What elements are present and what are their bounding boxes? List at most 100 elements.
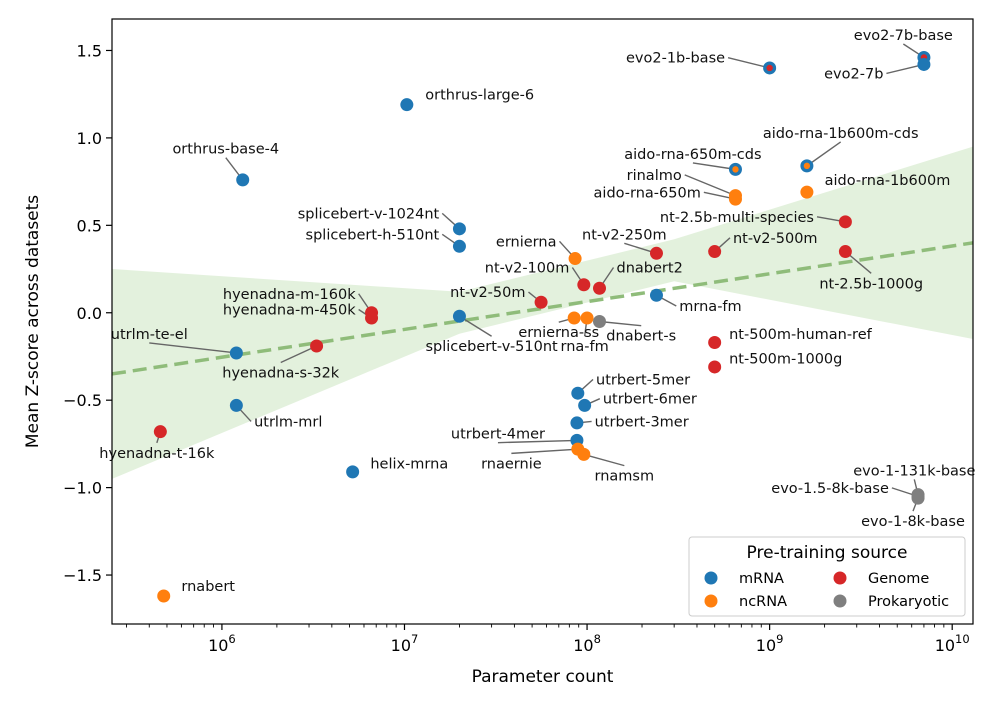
point-label: nt-500m-human-ref [729, 327, 873, 343]
point-labels: evo2-7b-base evo2-7b evo2-1b-base orthrus-l… [99, 28, 975, 595]
x-tick-label: 106 [208, 632, 236, 655]
leader-line [692, 162, 736, 171]
data-point [708, 245, 722, 259]
legend-box [688, 536, 966, 617]
point-label: evo2-7b [824, 66, 883, 82]
data-point [452, 239, 466, 253]
y-tick-label: −0.5 [63, 391, 102, 410]
point-label: utrbert-5mer [596, 372, 690, 388]
data-point [310, 339, 324, 353]
legend-label: ncRNA [739, 594, 787, 610]
point-label: utrbert-6mer [603, 392, 697, 408]
point-label: aido-rna-1b600m [825, 173, 951, 189]
point-label: helix-mrna [370, 456, 448, 472]
point-label: orthrus-base-4 [172, 142, 279, 158]
data-point [157, 589, 171, 603]
data-point [567, 311, 581, 325]
y-tick-label: −1.0 [63, 479, 102, 498]
data-point [838, 245, 852, 259]
data-point [534, 295, 548, 309]
point-label: ernierna-ss [518, 325, 599, 341]
point-label: mrna-fm [679, 299, 741, 315]
data-point [400, 98, 414, 112]
leader-line [727, 57, 770, 69]
point-label: rnaernie [481, 456, 542, 472]
point-label: splicebert-h-510nt [306, 227, 440, 243]
point-label: evo-1.5-8k-base [771, 481, 889, 497]
y-axis-label: Mean Z-score across datasets [23, 195, 43, 448]
data-point [800, 185, 814, 199]
data-point-inner [766, 64, 773, 72]
legend-marker [833, 594, 847, 608]
leader-line [583, 453, 625, 467]
data-points [153, 50, 931, 603]
data-point [577, 447, 591, 461]
point-label: nt-2.5b-multi-species [660, 210, 814, 226]
trend-line [112, 241, 973, 376]
point-label: utrbert-3mer [595, 414, 689, 430]
point-label: evo-1-131k-base [853, 463, 975, 479]
point-label: evo2-1b-base [626, 51, 725, 67]
point-label: hyenadna-s-32k [222, 365, 340, 381]
y-tick-label: 1.5 [77, 41, 102, 60]
confidence-band [112, 146, 973, 479]
point-label: nt-500m-1000g [729, 351, 842, 367]
legend-title: Pre-training source [747, 543, 908, 563]
point-label: rinalmo [627, 168, 682, 184]
point-label: ernierna [496, 234, 557, 250]
point-label: splicebert-v-510nt [425, 339, 558, 355]
point-label: nt-v2-250m [582, 227, 667, 243]
legend: Pre-training source mRNA Genome ncRNA Prokar… [688, 536, 966, 617]
point-label: aido-rna-1b600m-cds [763, 126, 919, 142]
point-label: utrbert-4mer [451, 427, 545, 443]
leader-line [599, 320, 642, 327]
plot-frame [111, 18, 974, 625]
point-label: utrlm-mrl [254, 414, 322, 430]
leader-line [806, 141, 842, 167]
data-point [153, 425, 167, 439]
data-point [649, 246, 663, 260]
data-point [728, 192, 742, 206]
data-point [838, 215, 852, 229]
point-label: aido-rna-650m [594, 185, 701, 201]
point-label: dnabert2 [617, 261, 683, 277]
data-point [708, 335, 722, 349]
data-point [365, 311, 379, 325]
legend-marker [704, 571, 718, 585]
point-label: rnamsm [595, 469, 655, 485]
data-point [452, 309, 466, 323]
data-point [571, 386, 585, 400]
leader-line [684, 174, 736, 197]
y-tick-label: −1.5 [63, 566, 102, 585]
leader-line [497, 439, 577, 444]
leader-line [280, 345, 317, 364]
y-tick-label: 0.0 [77, 304, 102, 323]
point-label: nt-2.5b-1000g [819, 276, 923, 292]
data-point [570, 416, 584, 430]
point-label: evo-1-8k-base [861, 514, 965, 530]
data-point [649, 288, 663, 302]
data-point [229, 346, 243, 360]
legend-marker [833, 571, 847, 585]
confidence-band-area [112, 146, 973, 479]
point-label: hyenadna-m-160k [223, 287, 356, 303]
data-point [578, 398, 592, 412]
data-point [580, 311, 594, 325]
point-label: hyenadna-t-16k [99, 446, 215, 462]
point-label: hyenadna-m-450k [223, 303, 356, 319]
x-tick-label: 108 [573, 632, 601, 655]
x-axis-label: Parameter count [472, 667, 614, 687]
data-point-inner [732, 166, 739, 173]
leader-line [511, 448, 578, 455]
point-label: aido-rna-650m-cds [624, 147, 761, 163]
data-point [568, 252, 582, 266]
point-label: splicebert-v-1024nt [298, 206, 440, 222]
legend-label: Prokaryotic [868, 594, 949, 610]
point-label: nt-v2-500m [733, 231, 818, 247]
data-point [577, 278, 591, 292]
data-point [452, 222, 466, 236]
y-tick-label: 0.5 [77, 216, 102, 235]
axes: 1.5 1.0 0.5 0.0 −0.5 −1.0 −1.5 106 107 108 109 1010… [23, 18, 974, 687]
point-label: evo2-7b-base [854, 28, 953, 44]
